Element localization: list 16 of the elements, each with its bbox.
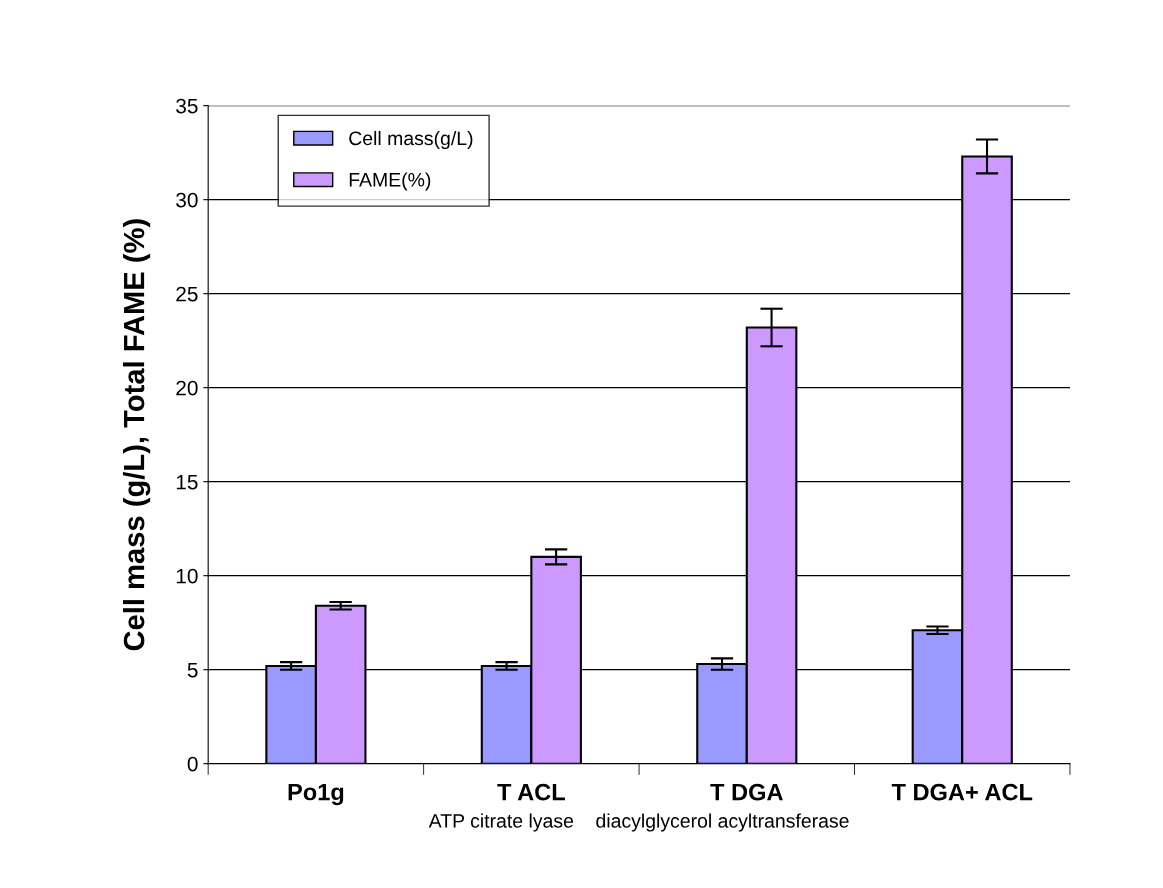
y-tick-label: 5 bbox=[187, 662, 198, 678]
y-tick-label: 25 bbox=[176, 286, 198, 302]
x-tick-label: T DGA+ ACL bbox=[891, 783, 1033, 801]
y-tick-label: 20 bbox=[176, 380, 198, 396]
y-tick-label: 15 bbox=[176, 474, 198, 490]
y-tick-label: 35 bbox=[176, 98, 198, 114]
y-axis-title: Cell mass (g/L), Total FAME (%) bbox=[122, 219, 151, 651]
x-tick-label: T ACL bbox=[497, 783, 565, 801]
y-tick-label: 10 bbox=[176, 568, 198, 584]
y-tick-label: 0 bbox=[187, 756, 198, 772]
x-tick-label: T DGA bbox=[710, 783, 783, 801]
y-tick-label: 30 bbox=[176, 192, 198, 208]
legend-label: Cell mass(g/L) bbox=[349, 130, 473, 150]
x-axis-title: ATP citrate lyase diacylglycerol acyltransferase bbox=[428, 813, 849, 832]
legend-label: FAME(%) bbox=[349, 172, 431, 191]
x-tick-label: Po1g bbox=[288, 783, 344, 806]
